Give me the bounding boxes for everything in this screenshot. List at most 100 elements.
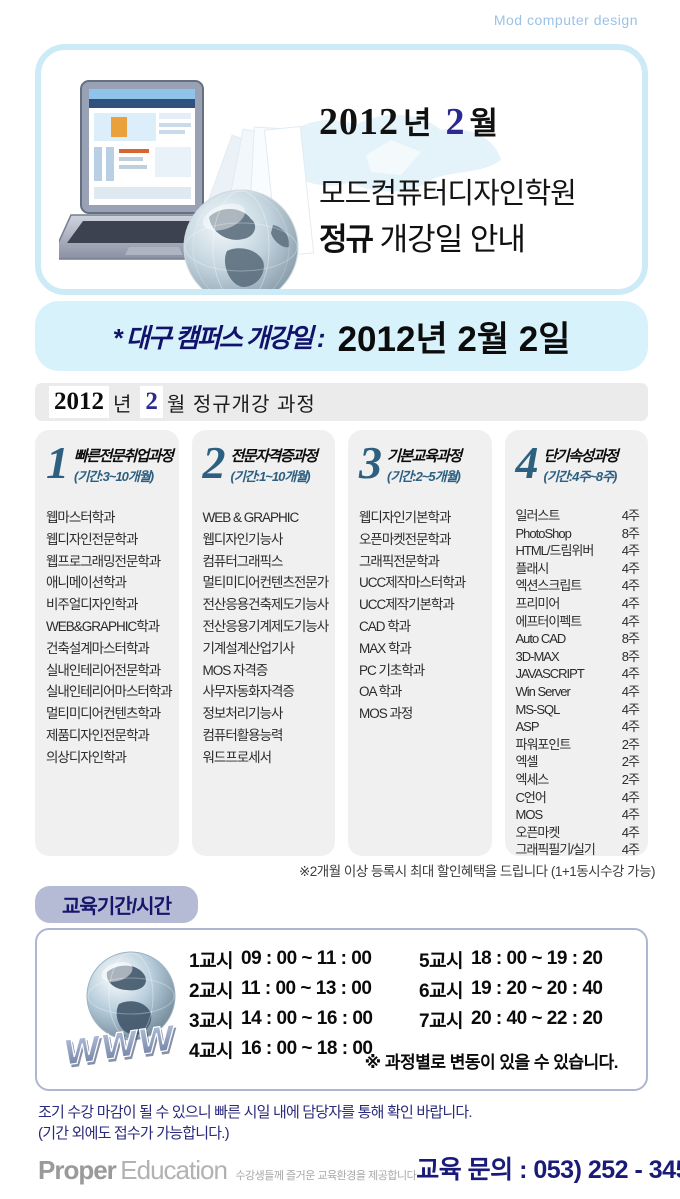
course-item: 웹디자인전문학과 (46, 529, 179, 551)
course-duration: 4주 (621, 613, 640, 629)
section-month: 2 (140, 386, 163, 418)
course-item: 건축설계마스터학과 (46, 638, 179, 660)
course-item: 사무자동화자격증 (203, 681, 336, 703)
period-label: 3교시 (189, 1010, 234, 1032)
course-item: HTML/드림위버 4주 (516, 542, 649, 560)
course-name: 그래픽전문학과 (359, 553, 440, 569)
course-name: 실내인테리어전문학과 (46, 662, 161, 678)
period-label: 5교시 (419, 950, 464, 972)
discount-note: ※2개월 이상 등록시 최대 할인혜택을 드립니다 (1+1동시수강 가능) (298, 864, 656, 879)
course-name: UCC제작기본학과 (359, 597, 455, 613)
schedule-row: 1교시 09 : 00 ~ 11 : 00 5교시 18 : 00 ~ 19 : 20 (189, 944, 603, 974)
course-name: 컴퓨터활용능력 (202, 727, 284, 743)
hero-year-suffix: 년 (403, 106, 432, 141)
course-name: 컴퓨터그래픽스 (202, 553, 284, 569)
course-item: 에프터이펙트 4주 (516, 613, 649, 631)
logo-text-light: Education (120, 1155, 228, 1185)
course-name: MOS 자격증 (202, 662, 269, 678)
course-item: 제품디자인전문학과 (46, 725, 179, 747)
course-name: 전산응용건축제도기능사 (202, 597, 330, 613)
course-name: CAD 학과 (359, 618, 411, 634)
course-item: 일러스트 4주 (516, 507, 649, 525)
contact-phone: 교육 문의 : 053) 252 - 3458 (416, 1156, 680, 1184)
course-duration: 4주 (621, 683, 640, 699)
course-item: MOS 4주 (516, 806, 649, 824)
course-name: C언어 (515, 789, 547, 805)
course-item: CAD 학과 (359, 616, 492, 638)
course-item: 엑션스크립트 4주 (516, 577, 649, 595)
period-time: 18 : 00 ~ 19 : 20 (471, 948, 603, 969)
course-item: 워드프로세서 (203, 747, 336, 769)
course-item: 웹프로그래밍전문학과 (46, 551, 179, 573)
course-item: 실내인테리어전문학과 (46, 660, 179, 682)
course-name: PC 기초학과 (359, 662, 425, 678)
course-name: 일러스트 (515, 508, 561, 523)
period-label: 1교시 (189, 950, 234, 972)
category-course-list: WEB & GRAPHIC 웹디자인기능사 컴퓨터그래픽스 멀티미디어컨텐츠전문가 전산… (203, 507, 336, 769)
course-name: 오픈마켓전문학과 (359, 531, 451, 547)
course-item: 웹디자인기능사 (203, 529, 336, 551)
course-name: JAVASCRIPT (515, 666, 585, 682)
course-name: 멀티미디어컨텐츠전문가 (202, 575, 330, 591)
course-duration: 8주 (621, 648, 640, 664)
period-time: 14 : 00 ~ 16 : 00 (241, 1008, 373, 1029)
course-name: 비주얼디자인학과 (46, 597, 138, 613)
category-header: 4 단기속성과정 (기간:4주~8주) (516, 439, 649, 494)
course-name: 워드프로세서 (202, 749, 273, 765)
svg-text:WWW: WWW (61, 1018, 179, 1073)
logo-tagline: 수강생들께 즐거운 교육환경을 제공합니다 (235, 1170, 417, 1182)
period-time: 20 : 40 ~ 22 : 20 (471, 1008, 603, 1029)
course-name: 웹디자인전문학과 (46, 531, 138, 547)
category-number: 1 (46, 437, 69, 488)
period-label: 6교시 (419, 980, 464, 1002)
course-name: 정보처리기능사 (202, 706, 284, 722)
section-header: 2012 년 2 월 정규개강 과정 (35, 383, 648, 421)
schedule-row: 4교시 16 : 00 ~ 18 : 00 (189, 1034, 602, 1064)
schedule-box: WWW WWW 1교시 09 : 00 ~ 11 : 00 5교시 18 : 00 ~… (35, 928, 648, 1091)
hero-subtitle-rest: 개강일 안내 (372, 222, 526, 257)
period-time: 09 : 00 ~ 11 : 00 (241, 948, 372, 969)
course-item: 멀티미디어컨텐츠전문가 (203, 572, 336, 594)
course-name: WEB&GRAPHIC학과 (46, 618, 160, 634)
footer-notice-line1: 조기 수강 마감이 될 수 있으니 빠른 시일 내에 담당자를 통해 확인 바랍… (38, 1104, 473, 1121)
category-course-list: 일러스트 4주 PhotoShop 8주 HTML/드림위버 4주 플래시 4주 엑션스크립트 4… (516, 507, 649, 856)
course-item: WEB&GRAPHIC학과 (46, 616, 179, 638)
period-label: 7교시 (419, 1010, 464, 1032)
course-name: 오픈마켓 (515, 824, 561, 840)
course-item: 엑세스 2주 (516, 771, 649, 789)
course-item: 기계설계산업기사 (203, 638, 336, 660)
category-header: 1 빠른전문취업과정 (기간:3~10개월) (46, 437, 179, 494)
course-category-panel: 2 전문자격증과정 (기간:1~10개월) WEB & GRAPHIC 웹디자인기… (191, 430, 336, 856)
course-duration: 4주 (621, 578, 640, 594)
course-name: 웹디자인기능사 (202, 531, 284, 547)
course-duration: 2주 (621, 736, 640, 752)
category-header: 2 전문자격증과정 (기간:1~10개월) (203, 439, 336, 494)
category-period: (기간:1~10개월) (230, 469, 311, 484)
category-period: (기간:3~10개월) (74, 469, 154, 484)
course-name: HTML/드림위버 (515, 543, 595, 559)
course-item: 엑셀 2주 (516, 753, 649, 771)
course-item: 웹마스터학과 (46, 507, 179, 529)
course-item: 웹디자인기본학과 (359, 507, 492, 529)
course-name: ASP (515, 719, 540, 735)
course-item: 멀티미디어컨텐츠학과 (46, 703, 179, 725)
course-name: 웹프로그래밍전문학과 (46, 553, 161, 569)
period-time: 19 : 20 ~ 20 : 40 (471, 978, 603, 999)
course-category-panel: 4 단기속성과정 (기간:4주~8주) 일러스트 4주 PhotoShop 8주 HTM… (504, 430, 649, 856)
course-name: 웹마스터학과 (46, 510, 116, 525)
course-duration: 4주 (621, 701, 640, 717)
footer-bottom: Proper Education 수강생들께 즐거운 교육환경을 제공합니다 교… (38, 1150, 680, 1186)
course-item: 애니메이션학과 (46, 572, 179, 594)
course-item: Auto CAD 8주 (516, 630, 649, 648)
course-name: 사무자동화자격증 (202, 684, 295, 700)
course-name: 에프터이펙트 (515, 613, 583, 629)
proper-education-logo: Proper Education 수강생들께 즐거운 교육환경을 제공합니다 (38, 1155, 417, 1186)
laptop-globe-illustration (59, 80, 315, 289)
hero-month: 2 (445, 101, 466, 143)
hero-month-suffix: 월 (469, 106, 499, 141)
campus-label: * 대구 캠퍼스 개강일 : (112, 322, 326, 353)
